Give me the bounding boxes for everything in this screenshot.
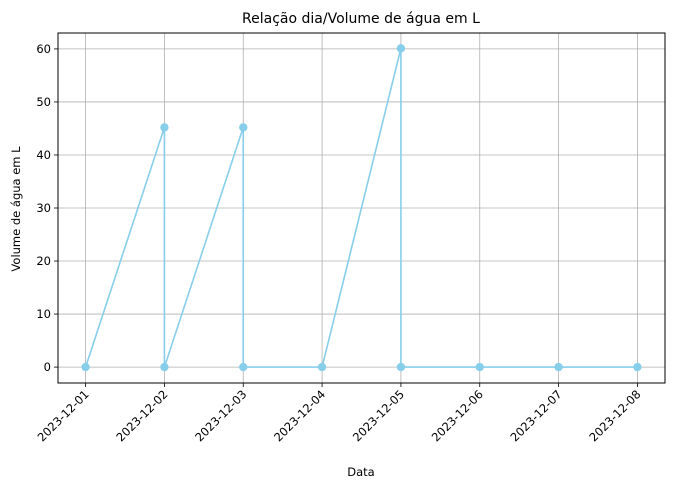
x-tick-label: 2023-12-03	[192, 387, 249, 444]
y-tick-label: 30	[36, 201, 51, 215]
data-point	[475, 362, 484, 372]
data-point	[160, 362, 169, 372]
x-tick-label: 2023-12-08	[586, 387, 643, 444]
data-point	[554, 362, 563, 372]
data-point	[396, 44, 406, 53]
data-point	[160, 123, 169, 132]
x-tick-label: 2023-12-02	[113, 387, 170, 444]
data-point	[81, 362, 90, 372]
series-points	[81, 44, 642, 372]
y-tick-label: 20	[36, 254, 51, 268]
y-tick-label: 50	[36, 95, 51, 109]
x-axis-ticks: 2023-12-01 2023-12-02 2023-12-03 2023-12-04…	[35, 383, 644, 444]
data-point	[239, 123, 248, 132]
y-tick-label: 60	[36, 42, 51, 56]
x-tick-label: 2023-12-04	[271, 387, 328, 444]
data-point	[633, 362, 642, 372]
data-point	[317, 362, 327, 372]
x-tick-label: 2023-12-07	[508, 387, 565, 444]
x-tick-label: 2023-12-06	[429, 387, 486, 444]
x-tick-label: 2023-12-01	[35, 387, 92, 444]
data-point	[396, 362, 406, 372]
x-axis-label: Data	[347, 465, 374, 479]
y-tick-label: 0	[44, 360, 51, 374]
y-axis-label: Volume de água em L	[9, 146, 23, 272]
chart-title: Relação dia/Volume de água em L	[242, 11, 480, 27]
y-axis-ticks: 0 10 20 30 40 50 60	[36, 42, 58, 374]
x-tick-label: 2023-12-05	[350, 387, 407, 444]
data-point	[239, 362, 248, 372]
grid	[58, 33, 665, 383]
y-tick-label: 10	[36, 307, 51, 321]
y-tick-label: 40	[36, 148, 51, 162]
